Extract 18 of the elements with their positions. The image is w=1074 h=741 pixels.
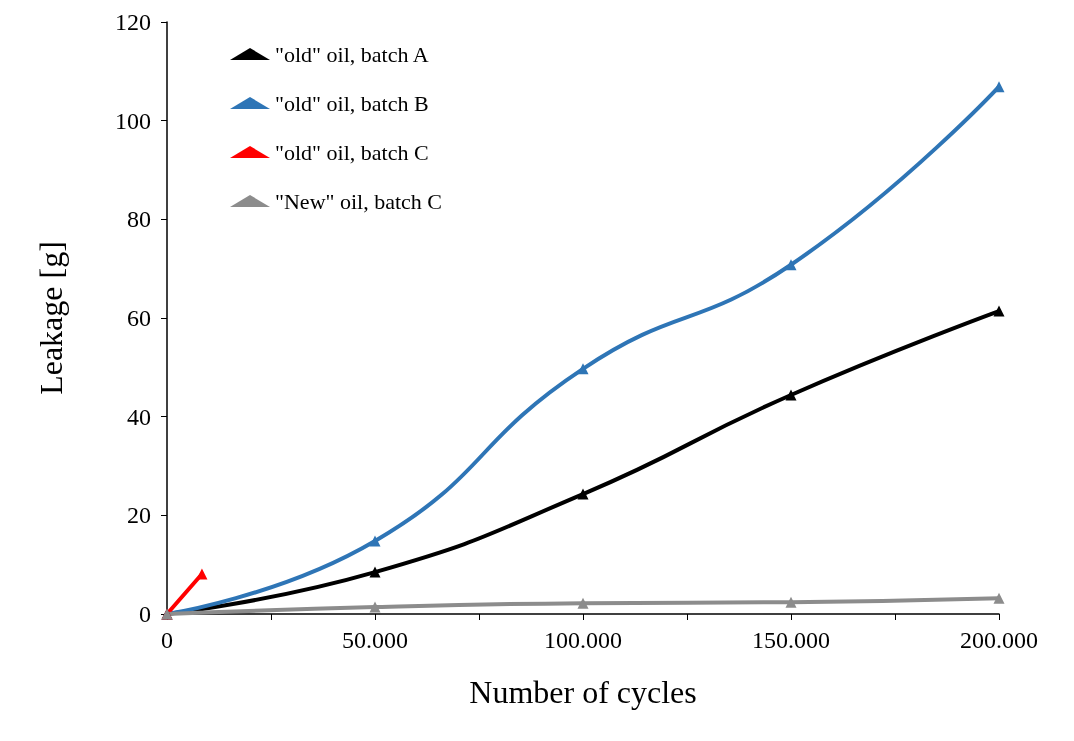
x-tick-label: 100.000 (544, 627, 622, 653)
legend-label: "old" oil, batch A (275, 41, 429, 67)
y-tick-label: 20 (127, 502, 151, 529)
y-tick-label: 80 (127, 206, 151, 233)
y-tick-label: 40 (127, 403, 151, 430)
x-tick-label: 200.000 (960, 627, 1038, 653)
y-tick-label: 100 (115, 107, 151, 134)
y-tick-label: 120 (115, 9, 151, 35)
legend-label: "old" oil, batch C (275, 139, 429, 165)
x-tick-label: 0 (161, 627, 173, 653)
x-tick-label: 150.000 (752, 627, 830, 653)
y-tick-label: 0 (139, 601, 151, 627)
y-axis-title: Leakage [g] (33, 241, 69, 395)
x-axis-title: Number of cycles (469, 674, 697, 710)
x-tick-label: 50.000 (342, 627, 408, 653)
y-tick-label: 60 (127, 305, 151, 331)
legend-label: "New" oil, batch C (275, 188, 443, 214)
legend-label: "old" oil, batch B (275, 90, 429, 116)
